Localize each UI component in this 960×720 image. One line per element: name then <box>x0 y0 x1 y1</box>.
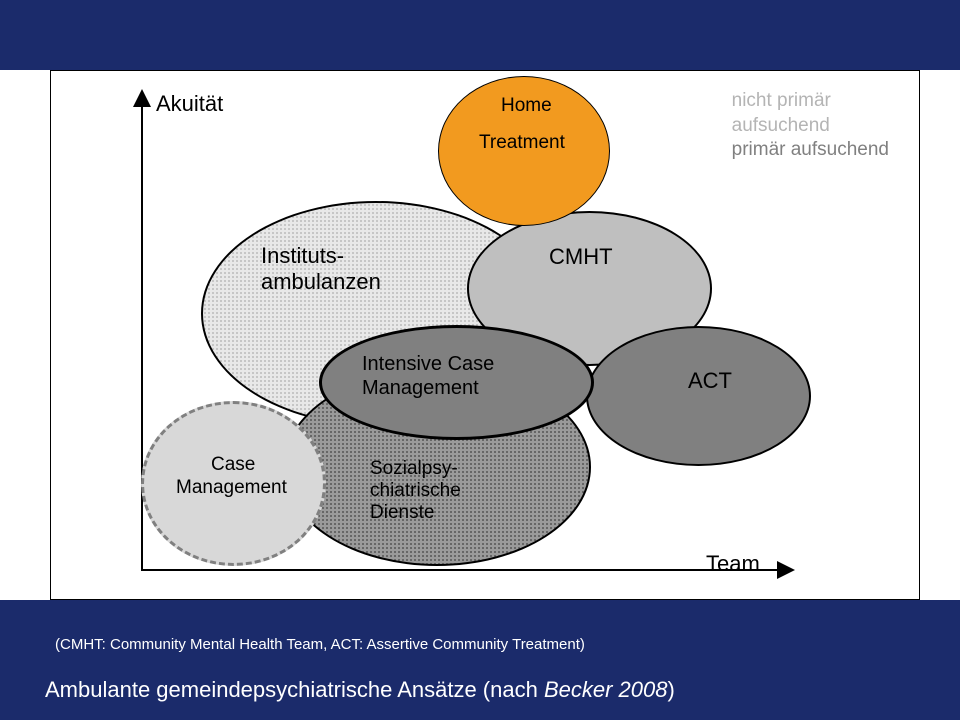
y-axis-label: Akuität <box>156 91 223 117</box>
x-axis-label: Team <box>706 551 760 577</box>
ellipse-act: ACT <box>586 326 811 466</box>
label-home-line1: Home <box>501 95 552 117</box>
bottom-bar: (CMHT: Community Mental Health Team, ACT… <box>0 600 960 720</box>
label-act: ACT <box>688 368 732 394</box>
ellipse-intensive-case-management: Intensive Case Management <box>319 325 594 440</box>
label-icm-line1: Intensive Case <box>362 353 494 376</box>
figure-title: Ambulante gemeindepsychiatrische Ansätze… <box>45 677 675 703</box>
legend-line1b: aufsuchend <box>732 114 889 139</box>
label-instituts-line2: ambulanzen <box>261 269 381 295</box>
legend-line2: primär aufsuchend <box>732 138 889 163</box>
label-sozial-line2: chiatrische <box>370 480 461 502</box>
label-instituts-line1: Instituts- <box>261 243 344 269</box>
chart-area: Akuität Team nicht primär aufsuchend pri… <box>50 70 920 600</box>
slide: Akuität Team nicht primär aufsuchend pri… <box>0 0 960 720</box>
y-axis-arrow-icon <box>133 89 151 107</box>
abbreviation-caption: (CMHT: Community Mental Health Team, ACT… <box>55 636 585 653</box>
ellipse-case-management: Case Management <box>141 401 326 566</box>
label-icm-line2: Management <box>362 377 479 400</box>
legend-line1: nicht primär <box>732 89 889 114</box>
legend: nicht primär aufsuchend primär aufsuchen… <box>732 89 889 163</box>
top-bar <box>0 0 960 70</box>
ellipse-home-treatment: Home Treatment <box>438 76 610 226</box>
x-axis-arrow-icon <box>777 561 795 579</box>
label-case-line1: Case <box>211 454 255 476</box>
label-sozial-line3: Dienste <box>370 502 434 524</box>
label-cmht: CMHT <box>549 244 613 270</box>
label-sozial-line1: Sozialpsy- <box>370 458 458 480</box>
label-home-line2: Treatment <box>479 132 565 154</box>
label-case-line2: Management <box>176 477 287 499</box>
x-axis <box>141 569 781 571</box>
